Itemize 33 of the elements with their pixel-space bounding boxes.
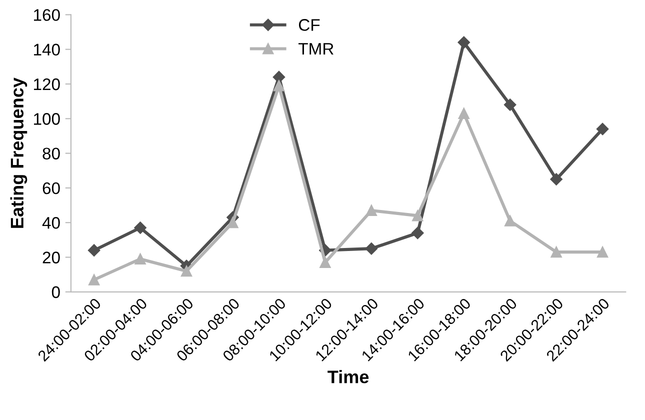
y-tick-label: 60 bbox=[42, 182, 60, 194]
point bbox=[458, 36, 470, 49]
legend-label: TMR bbox=[298, 43, 334, 55]
point bbox=[550, 246, 562, 258]
y-axis-title: Eating Frequency bbox=[10, 78, 28, 228]
point bbox=[366, 204, 377, 216]
point bbox=[596, 246, 608, 258]
y-tick-label: 160 bbox=[34, 9, 60, 21]
point bbox=[273, 80, 285, 92]
point bbox=[88, 274, 100, 286]
point bbox=[458, 108, 470, 120]
y-tick-label: 80 bbox=[42, 148, 60, 160]
point bbox=[412, 226, 424, 240]
point bbox=[88, 244, 100, 256]
point bbox=[180, 266, 192, 277]
y-tick-label: 140 bbox=[34, 44, 60, 56]
point bbox=[134, 222, 146, 234]
point bbox=[134, 253, 146, 265]
point bbox=[596, 122, 609, 136]
y-tick-label: 100 bbox=[34, 113, 60, 125]
point bbox=[504, 215, 516, 226]
y-tick-label: 20 bbox=[42, 252, 60, 264]
y-tick-label: 120 bbox=[34, 78, 60, 90]
point bbox=[227, 217, 238, 228]
point bbox=[320, 256, 331, 268]
x-axis-title: Time bbox=[328, 370, 369, 384]
legend-label: CF bbox=[298, 19, 320, 31]
point bbox=[365, 242, 378, 255]
y-tick-label: 0 bbox=[52, 286, 60, 298]
point bbox=[412, 210, 424, 222]
y-tick-label: 40 bbox=[42, 217, 60, 229]
point bbox=[504, 98, 516, 111]
point bbox=[550, 173, 562, 186]
